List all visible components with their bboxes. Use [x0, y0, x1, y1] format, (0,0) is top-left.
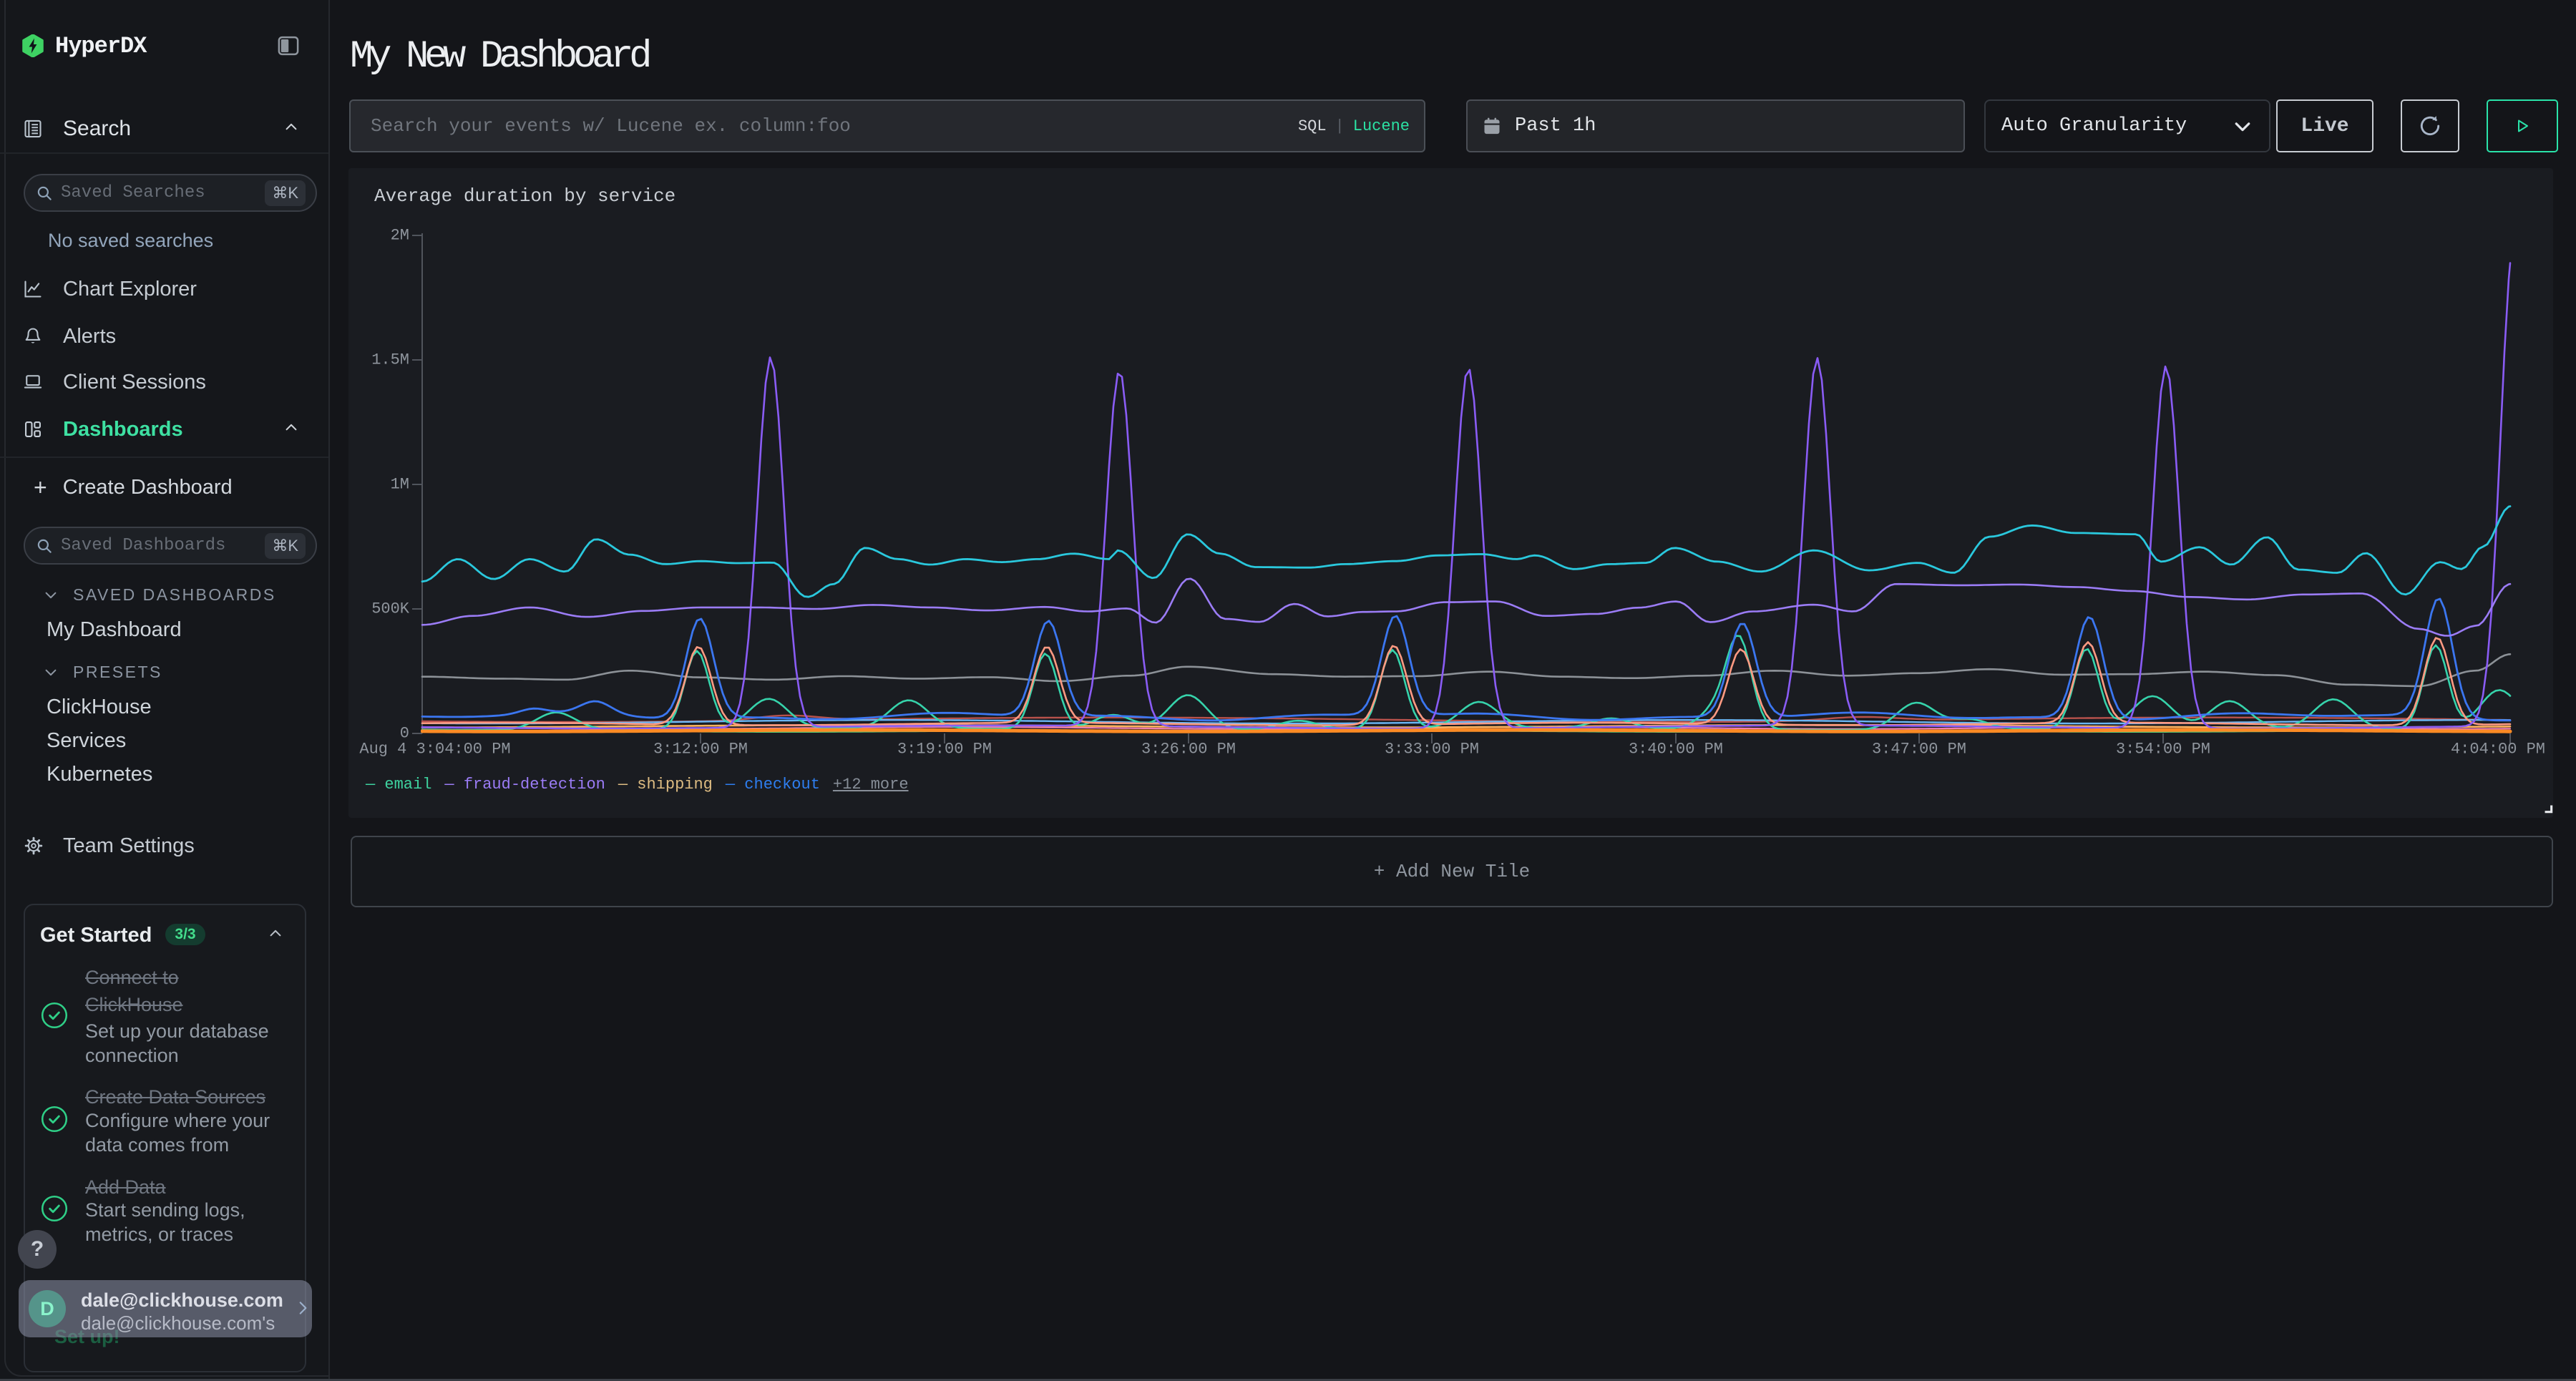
svg-text:3:19:00 PM: 3:19:00 PM [897, 741, 992, 758]
svg-text:3:47:00 PM: 3:47:00 PM [1872, 741, 1966, 758]
svg-text:2M: 2M [391, 227, 409, 245]
svg-text:4:04:00 PM: 4:04:00 PM [2451, 741, 2545, 758]
svg-text:3:40:00 PM: 3:40:00 PM [1629, 741, 1723, 758]
svg-text:3:26:00 PM: 3:26:00 PM [1141, 741, 1236, 758]
svg-text:0: 0 [400, 725, 409, 743]
svg-text:3:54:00 PM: 3:54:00 PM [2116, 741, 2210, 758]
svg-text:500K: 500K [371, 600, 410, 618]
svg-text:1.5M: 1.5M [371, 351, 409, 369]
svg-text:3:12:00 PM: 3:12:00 PM [653, 741, 748, 758]
svg-text:1M: 1M [391, 476, 409, 494]
svg-text:Aug 4 3:04:00 PM: Aug 4 3:04:00 PM [359, 741, 510, 758]
svg-text:3:33:00 PM: 3:33:00 PM [1385, 741, 1479, 758]
